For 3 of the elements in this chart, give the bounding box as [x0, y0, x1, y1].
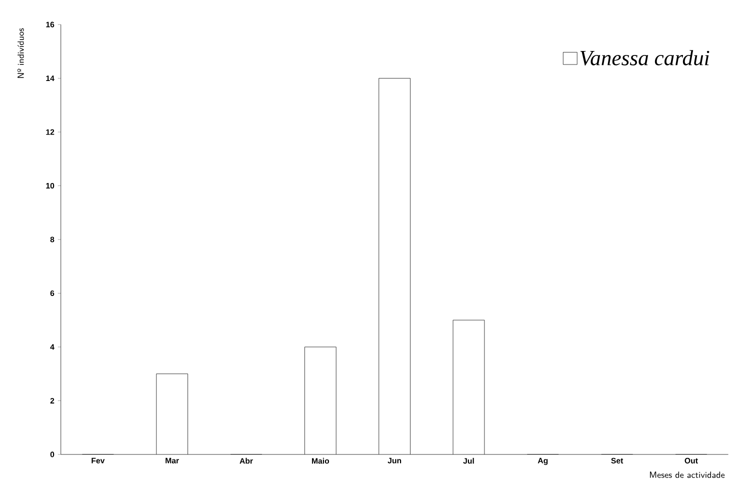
- legend-label: Vanessa cardui: [580, 50, 710, 66]
- x-axis-title: Meses de actividade: [650, 472, 725, 478]
- y-axis-title: Nº indivíduos: [17, 28, 24, 78]
